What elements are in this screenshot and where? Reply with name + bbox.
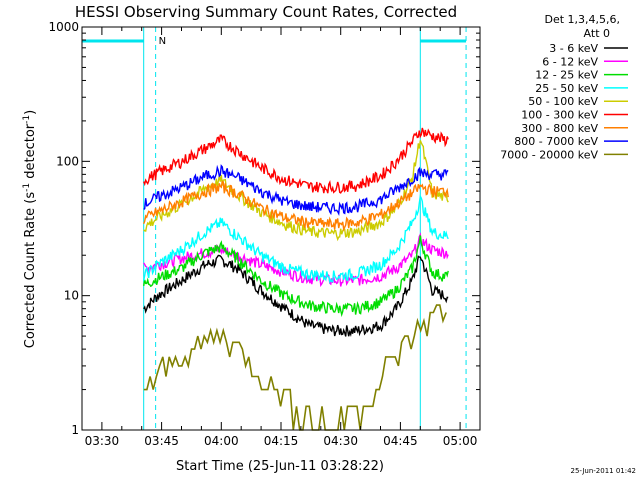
series-line-2 <box>143 235 449 318</box>
series-line-3 <box>143 193 449 285</box>
y-tick-label: 100 <box>56 154 79 168</box>
legend-label: 25 - 50 keV <box>535 82 598 95</box>
x-tick-label: 04:00 <box>204 434 239 448</box>
legend-label: 3 - 6 keV <box>549 42 598 55</box>
legend-label: 7000 - 20000 keV <box>500 148 598 161</box>
series-line-8 <box>143 304 447 431</box>
legend-label: 50 - 100 keV <box>528 95 598 108</box>
x-tick-label: 04:45 <box>383 434 418 448</box>
legend-label: 6 - 12 keV <box>542 55 598 68</box>
legend-label: 100 - 300 keV <box>521 109 598 122</box>
legend-label: 800 - 7000 keV <box>514 135 598 148</box>
y-tick-label: 10 <box>64 289 79 303</box>
x-tick-label: 05:00 <box>443 434 478 448</box>
series-line-5 <box>143 127 449 194</box>
flag-annotation: N <box>159 36 166 47</box>
series-line-0 <box>143 254 449 338</box>
y-axis-label-mid: detector <box>23 123 38 183</box>
y-axis-label-sup1: -1 <box>22 183 32 192</box>
series-line-6 <box>143 180 449 232</box>
legend-label: 300 - 800 keV <box>521 122 598 135</box>
y-tick-label: 1000 <box>48 20 79 34</box>
legend-header-line-2: Att 0 <box>584 27 610 40</box>
time-markers <box>82 27 467 430</box>
x-tick-label: 04:30 <box>323 434 358 448</box>
axes: 03:30 03:45 04:00 04:15 04:30 04:45 05:00 1 10 10… <box>48 20 481 448</box>
x-tick-label: 03:45 <box>144 434 179 448</box>
x-axis-label: Start Time (25-Jun-11 03:28:22) <box>176 459 384 474</box>
y-axis-label: Corrected Count Rate (s-1 detector-1) <box>22 110 38 348</box>
x-tick-label: 03:30 <box>85 434 120 448</box>
timestamp: 25-Jun-2011 01:42 <box>571 467 637 475</box>
x-tick-label: 04:15 <box>264 434 299 448</box>
chart-title: HESSI Observing Summary Count Rates, Cor… <box>75 3 457 21</box>
y-tick-label: 1 <box>71 423 79 437</box>
series-line-4 <box>143 140 449 242</box>
legend-label: 12 - 25 keV <box>535 69 598 82</box>
y-axis-label-end: ) <box>23 110 38 115</box>
y-axis-label-main: Corrected Count Rate (s <box>23 192 38 349</box>
legend-header-line-1: Det 1,3,4,5,6, <box>544 13 620 26</box>
series-line-7 <box>143 164 449 216</box>
series-lines <box>143 127 449 431</box>
y-axis-label-sup2: -1 <box>22 115 32 124</box>
